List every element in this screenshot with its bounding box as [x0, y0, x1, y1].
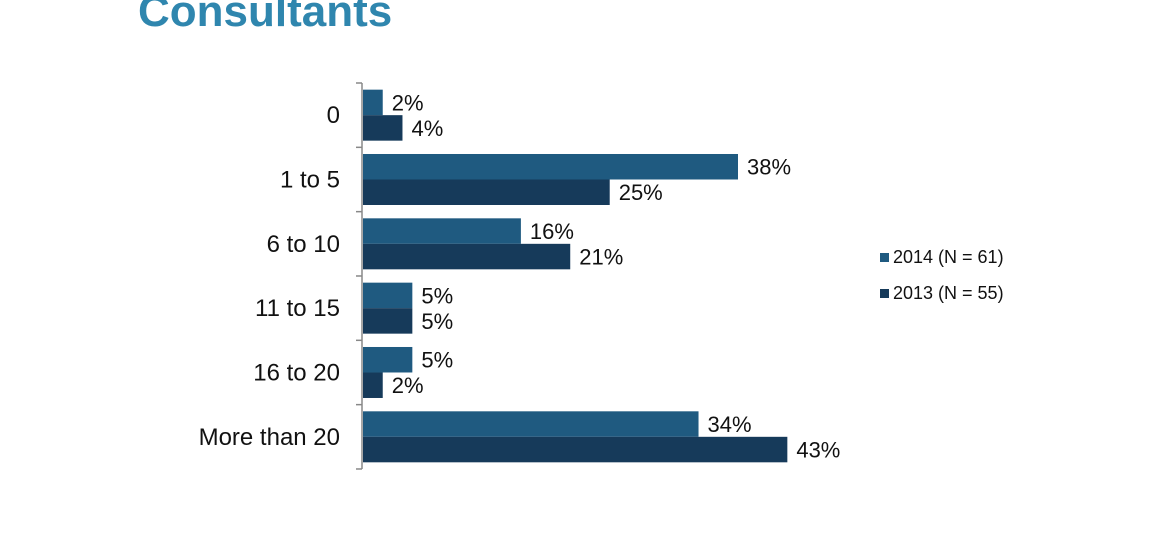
bar-more-than-20-2013 [363, 436, 788, 463]
category-label-16-to-20: 16 to 20 [253, 359, 340, 386]
legend: 2014 (N = 61) 2013 (N = 55) [880, 247, 1004, 319]
bar-more-than-20-2014 [363, 411, 699, 437]
data-label-0-2013: 4% [411, 116, 443, 141]
bar-1-to-5-2014 [363, 153, 738, 180]
legend-label-2014: 2014 (N = 61) [893, 246, 1004, 267]
category-label-more-than-20: More than 20 [199, 424, 340, 451]
legend-item-2013: 2013 (N = 55) [880, 283, 1004, 303]
bar-1-to-5-2013 [363, 179, 610, 205]
category-label-1-to-5: 1 to 5 [280, 166, 340, 193]
legend-label-2013: 2013 (N = 55) [893, 282, 1004, 303]
data-label-1-to-5-2014: 38% [747, 155, 791, 180]
category-label-11-to-15: 11 to 15 [255, 295, 340, 322]
category-label-0: 0 [327, 102, 340, 129]
bar-0-2014 [363, 89, 383, 116]
data-label-1-to-5-2013: 25% [619, 180, 663, 205]
data-label-11-to-15-2014: 5% [421, 283, 453, 308]
data-label-more-than-20-2013: 43% [796, 438, 840, 463]
legend-swatch-2013 [880, 288, 889, 298]
data-label-6-to-10-2014: 16% [530, 219, 574, 244]
bar-11-to-15-2013 [363, 308, 413, 334]
data-label-0-2014: 2% [392, 90, 424, 115]
page-title: Consultants [138, 0, 393, 36]
bar-16-to-20-2014 [363, 346, 413, 373]
legend-swatch-2014 [880, 252, 889, 262]
bar-6-to-10-2014 [363, 218, 521, 244]
legend-item-2014: 2014 (N = 61) [880, 247, 1004, 267]
bar-0-2013 [363, 115, 403, 141]
data-label-more-than-20-2014: 34% [708, 412, 752, 437]
category-label-6-to-10: 6 to 10 [267, 231, 340, 258]
bar-16-to-20-2013 [363, 372, 383, 398]
bar-6-to-10-2013 [363, 243, 571, 270]
data-label-6-to-10-2013: 21% [579, 245, 623, 270]
bar-11-to-15-2014 [363, 282, 413, 309]
data-label-16-to-20-2013: 2% [392, 373, 424, 398]
data-label-16-to-20-2014: 5% [421, 348, 453, 373]
data-label-11-to-15-2013: 5% [421, 309, 453, 334]
